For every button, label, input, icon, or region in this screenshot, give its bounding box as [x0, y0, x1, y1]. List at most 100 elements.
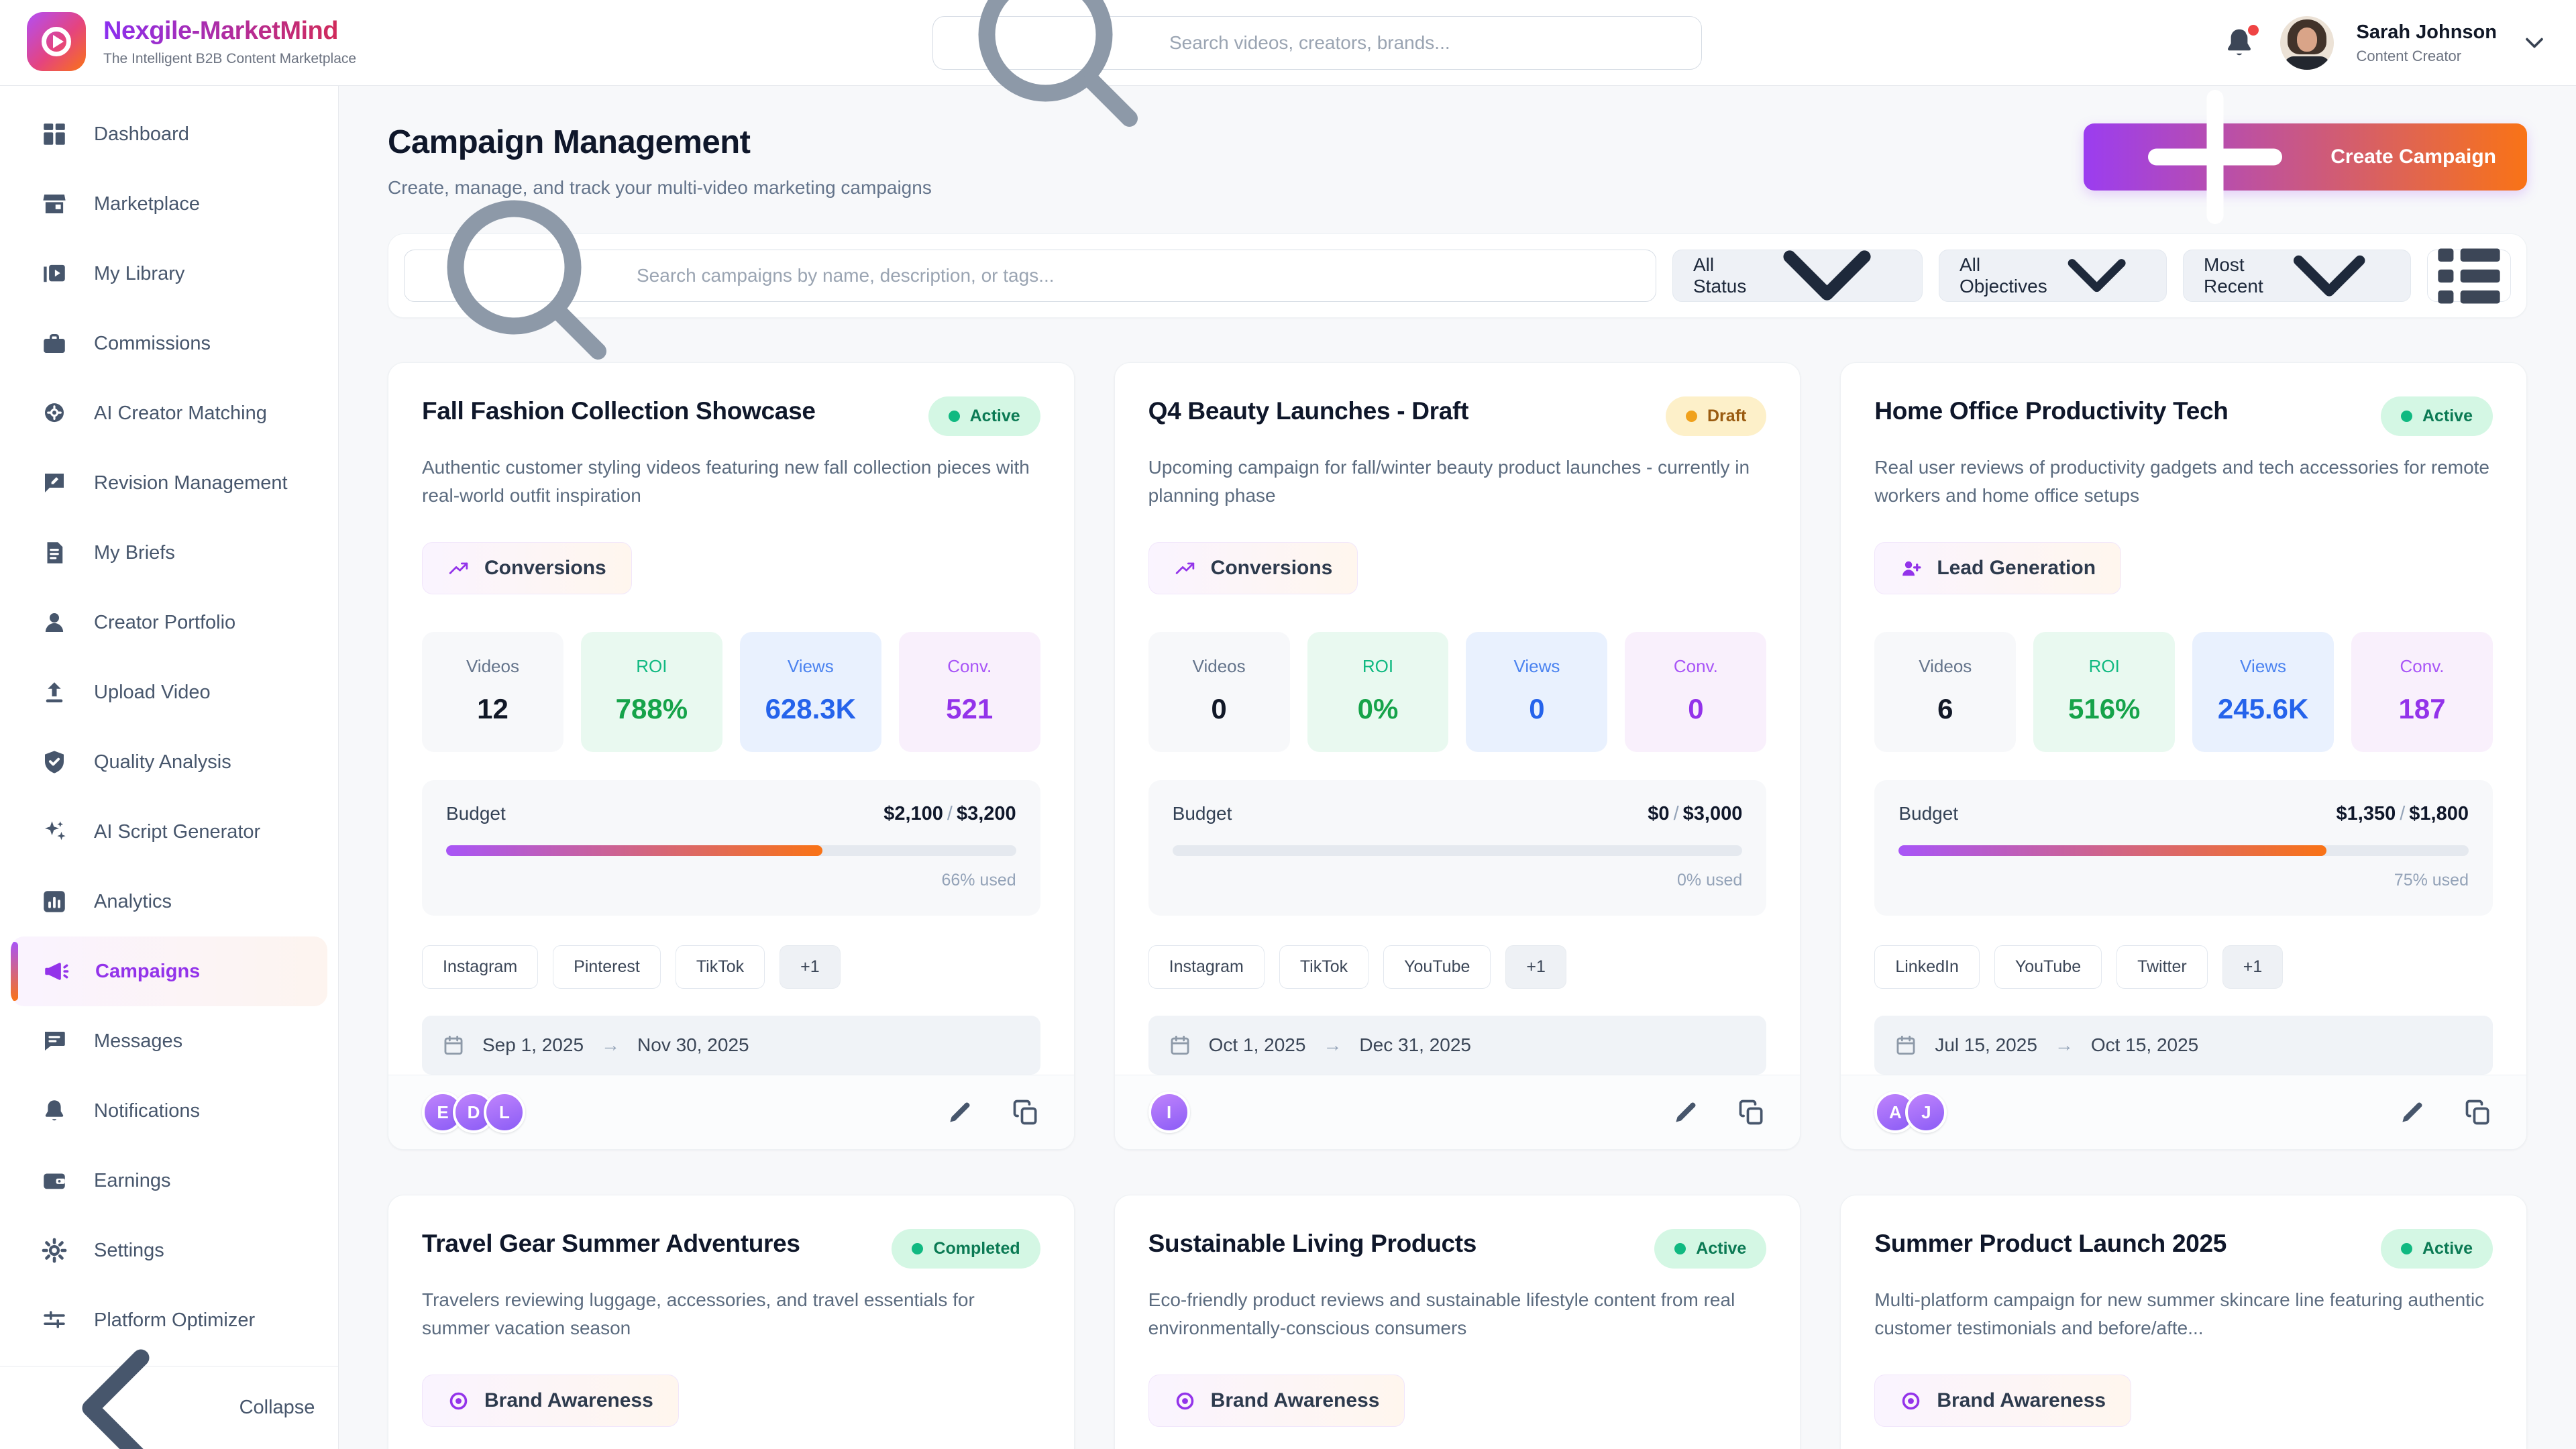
sidebar-item-label: Analytics	[94, 890, 172, 912]
status-badge: Draft	[1665, 396, 1767, 436]
sidebar-item-earnings[interactable]: Earnings	[0, 1146, 338, 1216]
user-role: Content Creator	[2356, 47, 2462, 64]
brain-icon	[40, 399, 68, 427]
chevron-down-icon	[2047, 226, 2146, 325]
campaign-title: Sustainable Living Products	[1148, 1230, 1477, 1257]
store-icon	[40, 190, 68, 218]
revision-icon	[40, 469, 68, 497]
sidebar-item-analytics[interactable]: Analytics	[0, 867, 338, 936]
budget-progress-track	[1172, 845, 1743, 856]
sidebar-item-label: AI Script Generator	[94, 820, 261, 843]
sidebar-item-label: AI Creator Matching	[94, 402, 267, 424]
status-filter-select[interactable]: All Status	[1672, 250, 1923, 302]
objective-tag: Lead Generation	[1874, 542, 2122, 594]
sidebar-item-ai-creator-matching[interactable]: AI Creator Matching	[0, 378, 338, 448]
pencil-icon	[1671, 1097, 1701, 1127]
campaign-search-input[interactable]	[637, 265, 1638, 286]
sidebar-item-label: Campaigns	[95, 960, 201, 982]
app-logo[interactable]: Nexgile-MarketMind The Intelligent B2B C…	[27, 12, 356, 71]
global-search-input[interactable]	[1169, 32, 1681, 54]
date-range: Sep 1, 2025 → Nov 30, 2025	[422, 1016, 1040, 1075]
budget-label: Budget	[1172, 803, 1232, 824]
budget-label: Budget	[446, 803, 506, 824]
notifications-button[interactable]	[2221, 22, 2261, 61]
sidebar-item-dashboard[interactable]: Dashboard	[0, 99, 338, 169]
sidebar-item-messages[interactable]: Messages	[0, 1006, 338, 1076]
sidebar-item-upload-video[interactable]: Upload Video	[0, 657, 338, 727]
status-dot	[912, 1243, 924, 1254]
calendar-icon	[1169, 1034, 1191, 1057]
campaign-title: Travel Gear Summer Adventures	[422, 1230, 800, 1257]
duplicate-campaign-button[interactable]	[1737, 1097, 1766, 1127]
platform-tag-linkedin: LinkedIn	[1874, 945, 1980, 989]
budget-total: $3,200	[956, 803, 1016, 824]
page-title: Campaign Management	[388, 124, 751, 160]
sidebar-item-revision-management[interactable]: Revision Management	[0, 448, 338, 518]
campaign-description: Real user reviews of productivity gadget…	[1874, 457, 2489, 506]
duplicate-campaign-button[interactable]	[1011, 1097, 1040, 1127]
sidebar-item-commissions[interactable]: Commissions	[0, 309, 338, 378]
budget-spent: $1,350	[2336, 803, 2396, 824]
campaign-description: Upcoming campaign for fall/winter beauty…	[1148, 457, 1750, 506]
campaign-description: Authentic customer styling videos featur…	[422, 457, 1030, 506]
date-start: Sep 1, 2025	[482, 1034, 584, 1055]
budget-total: $1,800	[2409, 803, 2469, 824]
sidebar-item-label: Messages	[94, 1030, 183, 1052]
edit-campaign-button[interactable]	[2398, 1097, 2427, 1127]
objective-tag: Brand Awareness	[1148, 1375, 1405, 1427]
search-icon	[422, 175, 623, 376]
sidebar-item-marketplace[interactable]: Marketplace	[0, 169, 338, 239]
collapse-label: Collapse	[239, 1397, 315, 1418]
bell-icon	[40, 1097, 68, 1125]
objective-label: Conversions	[1210, 557, 1333, 579]
app-header: Nexgile-MarketMind The Intelligent B2B C…	[0, 0, 2576, 127]
edit-campaign-button[interactable]	[945, 1097, 975, 1127]
sidebar-item-my-briefs[interactable]: My Briefs	[0, 518, 338, 588]
list-view-toggle-button[interactable]	[2427, 248, 2511, 303]
duplicate-campaign-button[interactable]	[2463, 1097, 2493, 1127]
sidebar-collapse-button[interactable]: Collapse	[0, 1349, 338, 1449]
sidebar-item-label: My Briefs	[94, 541, 175, 564]
sort-select[interactable]: Most Recent	[2183, 250, 2411, 302]
sidebar-item-quality-analysis[interactable]: Quality Analysis	[0, 727, 338, 797]
create-campaign-button[interactable]: Create Campaign	[2084, 90, 2527, 224]
status-dot	[2400, 1243, 2412, 1254]
objectives-filter-select[interactable]: All Objectives	[1939, 250, 2167, 302]
sidebar-item-creator-portfolio[interactable]: Creator Portfolio	[0, 588, 338, 657]
avatar[interactable]	[2279, 16, 2334, 70]
sidebar-item-label: Dashboard	[94, 123, 189, 145]
status-dot	[1674, 1243, 1686, 1254]
status-badge: Active	[2380, 1229, 2493, 1269]
campaign-description: Travelers reviewing luggage, accessories…	[422, 1289, 975, 1338]
objective-label: Brand Awareness	[484, 1389, 653, 1411]
objective-label: Conversions	[484, 557, 606, 579]
sidebar-item-notifications[interactable]: Notifications	[0, 1076, 338, 1146]
brand-tagline: The Intelligent B2B Content Marketplace	[103, 50, 357, 66]
user-menu-toggle[interactable]	[2520, 28, 2549, 58]
date-start: Oct 1, 2025	[1208, 1034, 1306, 1055]
copy-icon	[1737, 1097, 1766, 1127]
stat-roi: ROI 516%	[2033, 632, 2176, 752]
doc-icon	[40, 539, 68, 567]
sidebar-item-ai-script-generator[interactable]: AI Script Generator	[0, 797, 338, 867]
platform-tags: LinkedIn YouTube Twitter +1	[1874, 945, 2493, 989]
platform-tag-instagram: Instagram	[422, 945, 539, 989]
campaign-card-sustainable-living-products: Sustainable Living Products Active Eco-f…	[1114, 1195, 1801, 1449]
sidebar-item-my-library[interactable]: My Library	[0, 239, 338, 309]
sparkles-icon	[40, 818, 68, 846]
sidebar-item-platform-optimizer[interactable]: Platform Optimizer	[0, 1285, 338, 1355]
budget-section: Budget $1,350/$1,800 75% used	[1874, 780, 2493, 916]
budget-total: $3,000	[1682, 803, 1743, 824]
sidebar-item-label: Creator Portfolio	[94, 611, 236, 633]
campaign-grid: Fall Fashion Collection Showcase Active …	[388, 362, 2527, 1449]
campaign-card-q4-beauty-launches-draft: Q4 Beauty Launches - Draft Draft Upcomin…	[1114, 362, 1801, 1150]
edit-campaign-button[interactable]	[1671, 1097, 1701, 1127]
campaign-search	[404, 200, 1656, 360]
sidebar-item-label: Settings	[94, 1239, 164, 1261]
search-icon	[953, 0, 1155, 144]
sidebar-item-settings[interactable]: Settings	[0, 1216, 338, 1285]
budget-percent-used: 75% used	[2394, 871, 2469, 890]
arrow-right-icon: →	[1323, 1034, 1342, 1055]
sidebar-item-campaigns[interactable]: Campaigns	[11, 936, 327, 1006]
